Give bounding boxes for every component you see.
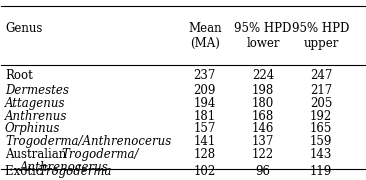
Text: 143: 143: [310, 148, 332, 161]
Text: 194: 194: [194, 97, 216, 110]
Text: Root: Root: [5, 69, 33, 82]
Text: Anthrenus: Anthrenus: [5, 110, 67, 123]
Text: 181: 181: [194, 110, 216, 123]
Text: 122: 122: [252, 148, 274, 161]
Text: 168: 168: [252, 110, 274, 123]
Text: 128: 128: [194, 148, 216, 161]
Text: Dermestes: Dermestes: [5, 84, 69, 97]
Text: 95% HPD
lower: 95% HPD lower: [234, 22, 292, 50]
Text: 198: 198: [252, 84, 274, 97]
Text: 119: 119: [310, 165, 332, 178]
Text: 165: 165: [310, 122, 332, 135]
Text: Mean
(MA): Mean (MA): [188, 22, 221, 50]
Text: Trogoderma: Trogoderma: [38, 165, 112, 178]
Text: 192: 192: [310, 110, 332, 123]
Text: 137: 137: [252, 135, 274, 148]
Text: Exotic: Exotic: [5, 165, 46, 178]
Text: 159: 159: [310, 135, 332, 148]
Text: Attagenus: Attagenus: [5, 97, 66, 110]
Text: 96: 96: [255, 165, 270, 178]
Text: 237: 237: [194, 69, 216, 82]
Text: Genus: Genus: [5, 22, 42, 35]
Text: 209: 209: [194, 84, 216, 97]
Text: Anthrenocerus: Anthrenocerus: [19, 161, 108, 174]
Text: Australian: Australian: [5, 148, 70, 161]
Text: 247: 247: [310, 69, 332, 82]
Text: 224: 224: [252, 69, 274, 82]
Text: 146: 146: [252, 122, 274, 135]
Text: Orphinus: Orphinus: [5, 122, 60, 135]
Text: 180: 180: [252, 97, 274, 110]
Text: Trogoderma/: Trogoderma/: [61, 148, 139, 161]
Text: 157: 157: [194, 122, 216, 135]
Text: 102: 102: [194, 165, 216, 178]
Text: 205: 205: [310, 97, 332, 110]
Text: 217: 217: [310, 84, 332, 97]
Text: 141: 141: [194, 135, 216, 148]
Text: 95% HPD
upper: 95% HPD upper: [292, 22, 350, 50]
Text: Trogoderma/Anthrenocerus: Trogoderma/Anthrenocerus: [5, 135, 171, 148]
